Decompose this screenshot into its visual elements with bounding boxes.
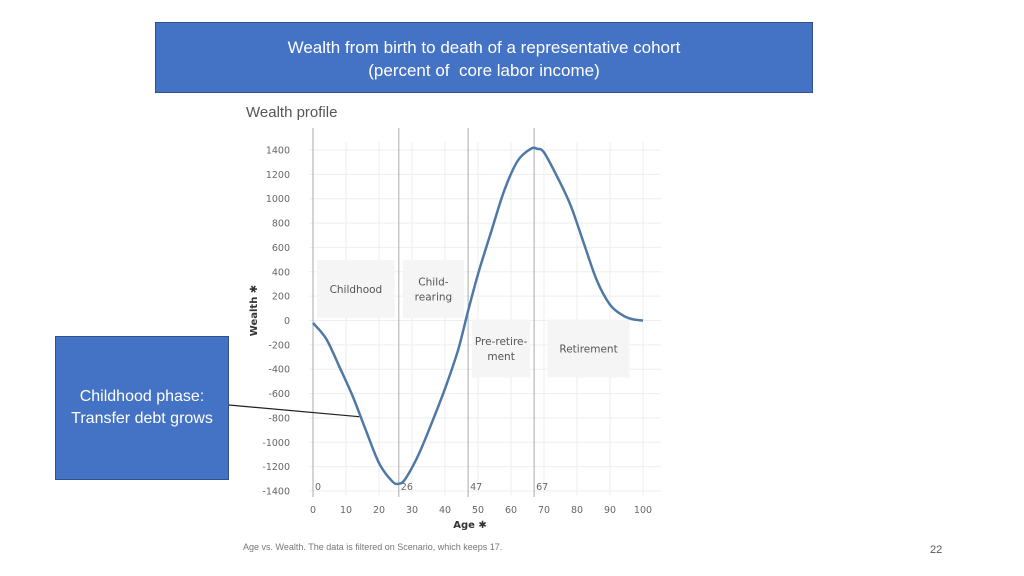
y-tick-label: 1000 <box>266 194 290 205</box>
reference-line-label: 26 <box>401 482 413 493</box>
y-tick-label: -1400 <box>262 487 290 498</box>
y-axis-title: Wealth ✱ <box>249 285 260 336</box>
x-tick-label: 60 <box>505 505 517 516</box>
x-tick-label: 30 <box>406 505 418 516</box>
y-tick-label: 600 <box>272 243 290 254</box>
slide-title-box: Wealth from birth to death of a represen… <box>155 22 813 93</box>
phase-label: Retirement <box>559 344 617 356</box>
phase-box <box>317 259 395 318</box>
wealth-series-line <box>312 146 644 486</box>
x-tick-label: 90 <box>604 505 616 516</box>
y-tick-label: -1200 <box>262 462 290 473</box>
phase-label: Child- <box>418 276 448 288</box>
y-tick-label: 0 <box>284 316 290 327</box>
phase-label: ment <box>487 351 514 363</box>
x-tick-label: 40 <box>439 505 451 516</box>
x-tick-label: 20 <box>373 505 385 516</box>
x-tick-label: 10 <box>340 505 352 516</box>
reference-line-label: 67 <box>536 482 548 493</box>
phase-box <box>402 259 465 318</box>
phase-label: Childhood <box>330 284 383 296</box>
y-tick-label: 400 <box>272 267 290 278</box>
chart-heading: Wealth profile <box>246 104 338 121</box>
x-tick-label: 80 <box>571 505 583 516</box>
y-tick-label: -1000 <box>262 438 290 449</box>
x-tick-label: 100 <box>634 505 652 516</box>
reference-line-label: 47 <box>470 482 482 493</box>
y-tick-label: 1200 <box>266 170 290 181</box>
y-tick-label: -400 <box>268 365 290 376</box>
callout-line1: Childhood phase: <box>79 388 205 405</box>
y-tick-label: 1400 <box>266 146 290 157</box>
phase-label: rearing <box>415 291 453 303</box>
callout-box: Childhood phase: Transfer debt grows <box>55 336 229 480</box>
x-tick-label: 70 <box>538 505 550 516</box>
wealth-profile-chart: 1400120010008006004002000-200-400-600-80… <box>249 128 661 531</box>
chart-footnote: Age vs. Wealth. The data is filtered on … <box>243 542 503 552</box>
phase-label: Pre-retire- <box>475 336 528 348</box>
y-tick-label: 800 <box>272 219 290 230</box>
reference-line-label: 0 <box>315 482 321 493</box>
y-tick-label: -800 <box>268 413 290 424</box>
slide-title-line2: (percent of core labor income) <box>368 61 600 80</box>
callout-line2: Transfer debt grows <box>71 410 213 427</box>
phase-box <box>472 319 531 378</box>
y-tick-label: -600 <box>268 389 290 400</box>
x-axis-title: Age ✱ <box>453 520 487 531</box>
x-tick-label: 50 <box>472 505 484 516</box>
phase-box <box>547 319 630 378</box>
y-tick-label: 200 <box>272 292 290 303</box>
page-number: 22 <box>930 544 943 556</box>
slide-title-line1: Wealth from birth to death of a represen… <box>287 38 681 57</box>
x-tick-label: 0 <box>310 505 316 516</box>
y-tick-label: -200 <box>268 340 290 351</box>
